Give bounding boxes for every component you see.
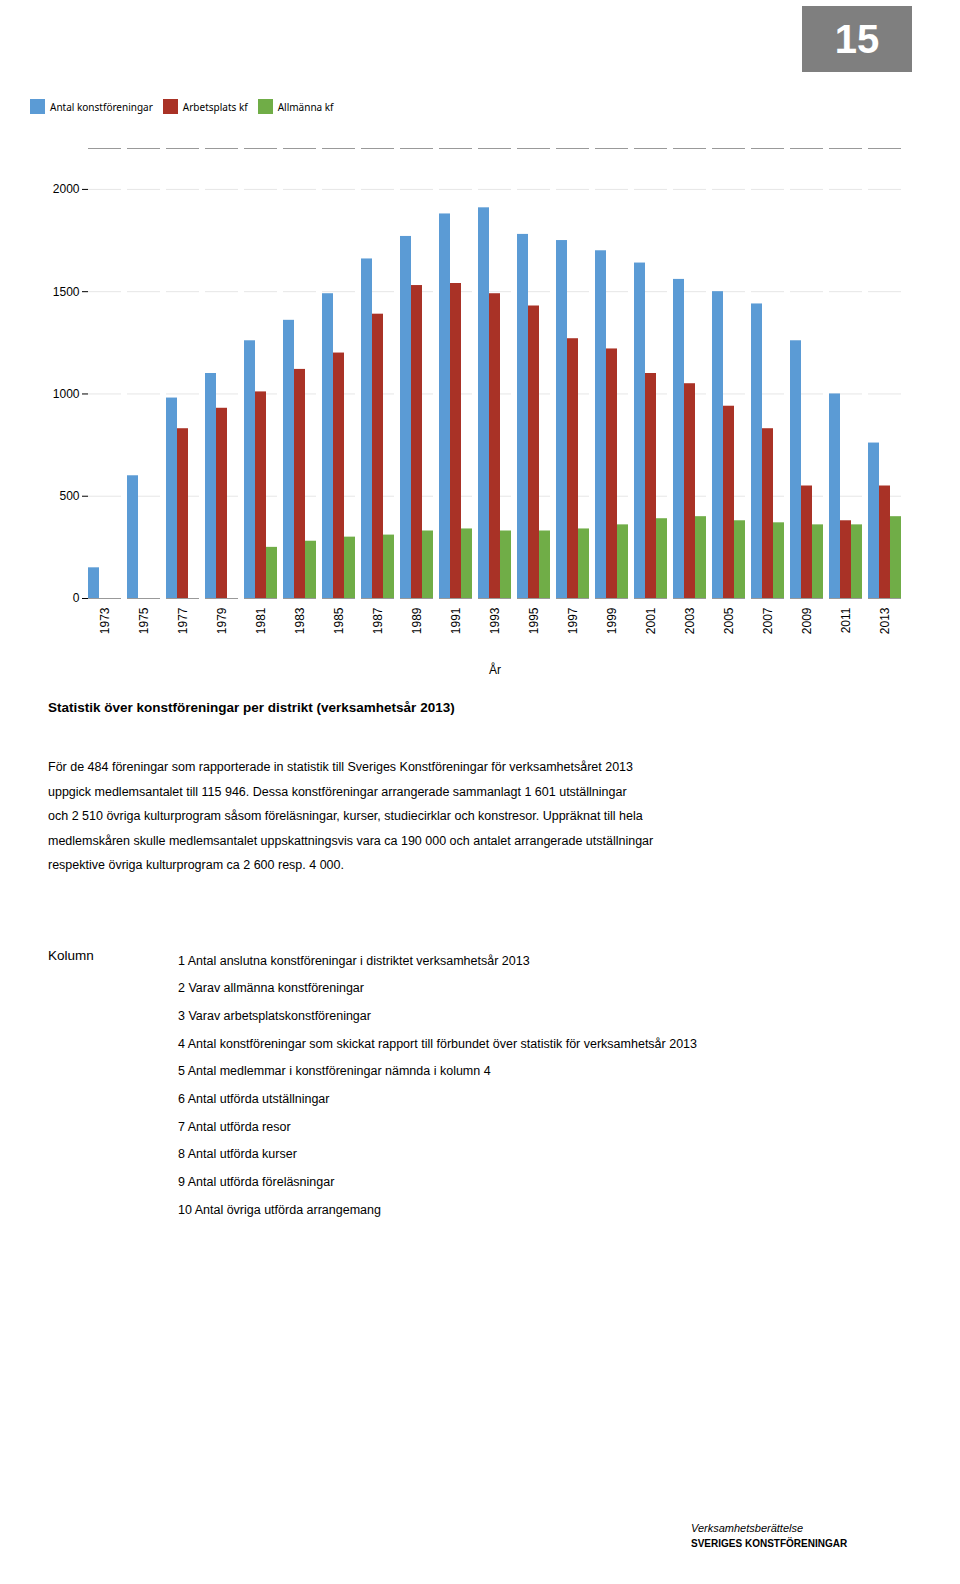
svg-text:2011: 2011 <box>839 607 853 633</box>
html-text:Antal konstföreningar: Antal konstföreningar <box>50 99 153 114</box>
html-text:medlemskåren skulle medlemsant: medlemskåren skulle medlemsantalet uppsk… <box>48 833 654 848</box>
svg-text:1000: 1000 <box>53 387 80 401</box>
html-text:uppgick medlemsantalet till 11: uppgick medlemsantalet till 115 946. Des… <box>48 784 627 799</box>
svg-text:1975: 1975 <box>137 607 151 634</box>
svg-text:1991: 1991 <box>449 607 463 634</box>
svg-text:2001: 2001 <box>644 607 658 634</box>
html-text:Kolumn: Kolumn <box>48 947 94 963</box>
svg-text:1981: 1981 <box>254 607 268 634</box>
svg-text:2007: 2007 <box>761 607 775 634</box>
html-text:Statistik över konstföreningar: Statistik över konstföreningar per distr… <box>48 700 455 715</box>
svg-text:2009: 2009 <box>800 607 814 634</box>
svg-text:2000: 2000 <box>53 182 80 196</box>
html-text:Arbetsplats kf: Arbetsplats kf <box>182 99 248 114</box>
svg-text:1989: 1989 <box>410 607 424 634</box>
html-text:För de 484 föreningar som rapp: För de 484 föreningar som rapporterade i… <box>48 760 633 774</box>
html-text:4 Antal konstföreningar som sk: 4 Antal konstföreningar som skickat rapp… <box>178 1036 697 1051</box>
html-text:Allmänna kf: Allmänna kf <box>277 99 334 114</box>
html-text:och 2 510 övriga kulturprogram: och 2 510 övriga kulturprogram såsom för… <box>48 809 643 823</box>
svg-text:År: År <box>489 662 501 677</box>
svg-text:1977: 1977 <box>176 607 190 634</box>
svg-text:1985: 1985 <box>332 607 346 634</box>
html-text:1 Antal anslutna konstförening: 1 Antal anslutna konstföreningar i distr… <box>178 953 530 968</box>
svg-text:1973: 1973 <box>98 607 112 634</box>
svg-text:2013: 2013 <box>878 607 892 634</box>
html-text:Verksamhetsberättelse: Verksamhetsberättelse <box>691 1522 804 1534</box>
html-text:8 Antal utförda kurser: 8 Antal utförda kurser <box>178 1147 297 1162</box>
svg-text:1500: 1500 <box>53 285 80 299</box>
html-text:6 Antal utförda utställningar: 6 Antal utförda utställningar <box>178 1092 330 1106</box>
html-text:7 Antal utförda resor: 7 Antal utförda resor <box>178 1119 291 1134</box>
svg-text:1995: 1995 <box>527 607 541 634</box>
html-text:3 Varav arbetsplatskonstföreni: 3 Varav arbetsplatskonstföreningar <box>178 1008 371 1023</box>
html-text:SVERIGES KONSTFÖRENINGAR: SVERIGES KONSTFÖRENINGAR <box>691 1538 848 1549</box>
svg-text:1993: 1993 <box>488 607 502 634</box>
svg-text:0: 0 <box>73 591 80 605</box>
html-text:2 Varav allmänna konstförening: 2 Varav allmänna konstföreningar <box>178 981 364 996</box>
html-text:15: 15 <box>834 16 880 61</box>
html-text:respektive övriga kulturprogra: respektive övriga kulturprogram ca 2 600… <box>48 858 344 872</box>
svg-text:1987: 1987 <box>371 607 385 634</box>
svg-text:1979: 1979 <box>215 607 229 634</box>
html-text:5 Antal medlemmar i konstfören: 5 Antal medlemmar i konstföreningar nämn… <box>178 1064 491 1079</box>
svg-text:1997: 1997 <box>566 607 580 634</box>
svg-text:1999: 1999 <box>605 607 619 634</box>
svg-text:2005: 2005 <box>722 607 736 634</box>
svg-text:500: 500 <box>59 489 79 503</box>
html-text:9 Antal utförda föreläsningar: 9 Antal utförda föreläsningar <box>178 1175 335 1190</box>
svg-text:2003: 2003 <box>683 607 697 634</box>
html-text:10 Antal övriga utförda arrang: 10 Antal övriga utförda arrangemang <box>178 1202 381 1217</box>
svg-text:1983: 1983 <box>293 607 307 634</box>
